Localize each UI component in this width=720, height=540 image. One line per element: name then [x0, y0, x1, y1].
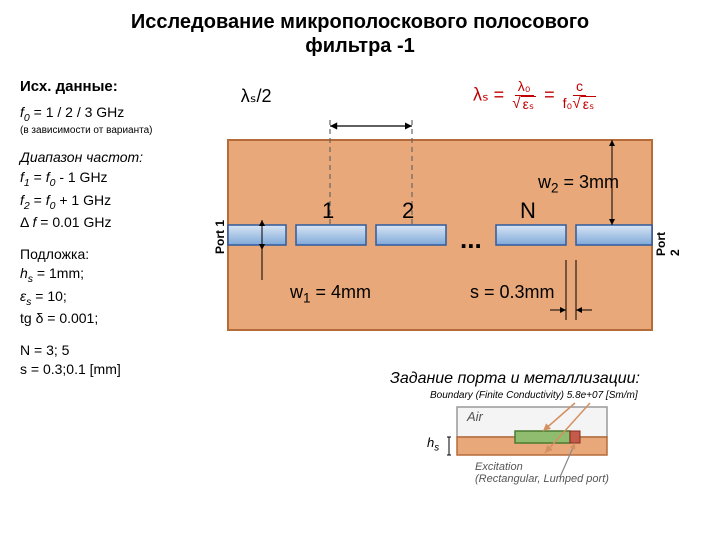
port2-label: Port 2 — [654, 232, 682, 256]
n-value: N = 3; 5 — [20, 341, 190, 361]
feed-right — [576, 225, 652, 245]
input-header: Исх. данные: — [20, 76, 190, 97]
res-num-1: 1 — [322, 198, 334, 224]
hs-value: hs = 1mm; — [20, 264, 190, 286]
air-label: Air — [467, 409, 483, 424]
metal-rect — [515, 431, 570, 443]
f2-value: f2 = f0 + 1 GHz — [20, 191, 190, 213]
res-num-n: N — [520, 198, 536, 224]
hs-label: hs — [427, 435, 439, 454]
tgd-value: tg δ = 0.001; — [20, 309, 190, 329]
formula-row: λₛ/2 λₛ = λ₀εₛ = cf₀εₛ — [200, 76, 700, 116]
lambda-s-formula: λₛ = λ₀εₛ = cf₀εₛ — [473, 79, 599, 112]
footer-caption: Boundary (Finite Conductivity) 5.8e+07 [… — [430, 390, 700, 401]
s-value: s = 0.3;0.1 [mm] — [20, 360, 190, 380]
substrate-header: Подложка: — [20, 245, 190, 265]
w1-label: w1 = 4mm — [290, 282, 371, 306]
filter-svg — [200, 120, 680, 350]
footer-title: Задание порта и металлизации: — [390, 370, 700, 388]
f0-note: (в зависимости от варианта) — [20, 125, 190, 136]
main-row: Исх. данные: f0 = 1 / 2 / 3 GHz (в завис… — [20, 76, 700, 380]
df-value: Δ f = 0.01 GHz — [20, 213, 190, 233]
f1-value: f1 = f0 - 1 GHz — [20, 168, 190, 190]
f0-value: f0 = 1 / 2 / 3 GHz — [20, 103, 190, 125]
eps-value: εs = 10; — [20, 287, 190, 309]
title-line1: Исследование микрополоскового полосового — [131, 11, 589, 33]
diagram-column: λₛ/2 λₛ = λ₀εₛ = cf₀εₛ — [200, 76, 700, 380]
title-line2: фильтра -1 — [305, 35, 415, 57]
port-rect — [570, 431, 580, 443]
footer-area: Задание порта и металлизации: Boundary (… — [390, 370, 700, 487]
lambda-half-label: λₛ/2 — [241, 86, 272, 107]
s-label: s = 0.3mm — [470, 282, 555, 303]
filter-diagram: Port 1 Port 2 1 2 N ... w2 = 3mm w1 = 4m… — [200, 120, 680, 350]
resonator-n — [496, 225, 566, 245]
resonator-1 — [296, 225, 366, 245]
resonator-2 — [376, 225, 446, 245]
freq-range-header: Диапазон частот: — [20, 148, 190, 168]
port-diagram: Air hs Excitation(Rectangular, Lumped po… — [425, 401, 645, 487]
input-data-column: Исх. данные: f0 = 1 / 2 / 3 GHz (в завис… — [20, 76, 190, 380]
port1-label: Port 1 — [213, 220, 227, 254]
ellipsis: ... — [460, 224, 482, 255]
feed-left — [228, 225, 286, 245]
page-title: Исследование микрополоскового полосового… — [20, 10, 700, 58]
w2-label: w2 = 3mm — [538, 172, 619, 196]
excitation-label: Excitation(Rectangular, Lumped port) — [475, 461, 609, 485]
res-num-2: 2 — [402, 198, 414, 224]
